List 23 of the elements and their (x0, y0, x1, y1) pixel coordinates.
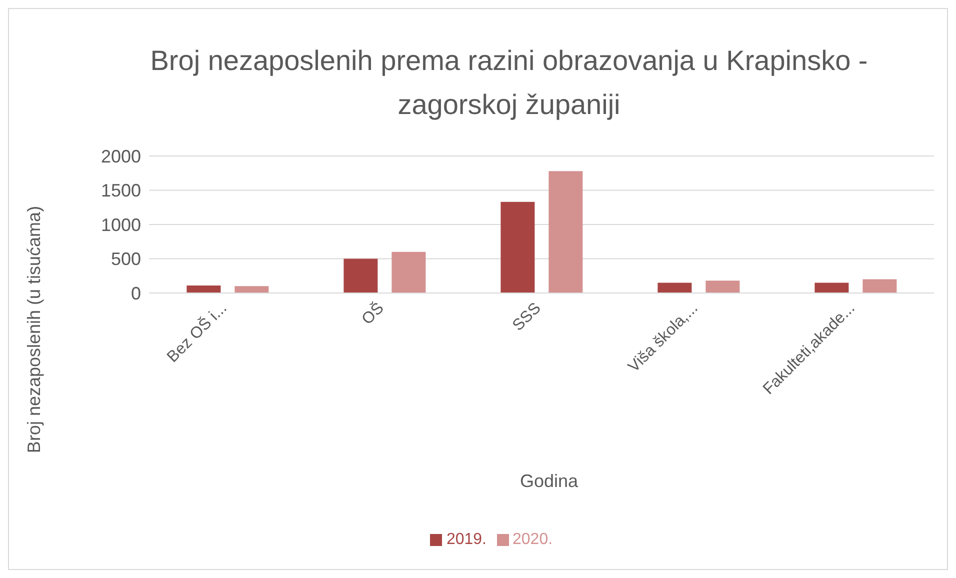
bar (186, 285, 221, 293)
x-tick-label: Bez OŠ i... (164, 299, 230, 366)
chart-title: Broj nezaposlenih prema razini obrazovanja u Krapinsko - zagorskoj županiji (149, 44, 869, 122)
bar (706, 280, 740, 293)
bar (234, 286, 269, 293)
x-tick-label: OŠ (358, 299, 388, 328)
y-tick-label: 2000 (100, 146, 141, 166)
y-tick-label: 500 (110, 249, 141, 270)
bar (862, 279, 897, 293)
x-axis-title: Godina (518, 471, 580, 492)
legend-label: 2019. (446, 531, 486, 548)
y-tick-label: 0 (130, 283, 141, 304)
y-axis-title: Broj nezaposlenih (u tisućama) (24, 205, 46, 453)
y-tick-label: 1000 (100, 214, 141, 235)
bar (392, 252, 426, 293)
y-tick-label: 1500 (100, 180, 141, 201)
bar (500, 202, 535, 293)
bar (814, 282, 849, 293)
legend-label: 2020. (512, 531, 553, 548)
bar (658, 282, 692, 293)
bar (344, 258, 378, 293)
x-tick-label: SSS (510, 300, 544, 334)
bar (548, 171, 583, 293)
